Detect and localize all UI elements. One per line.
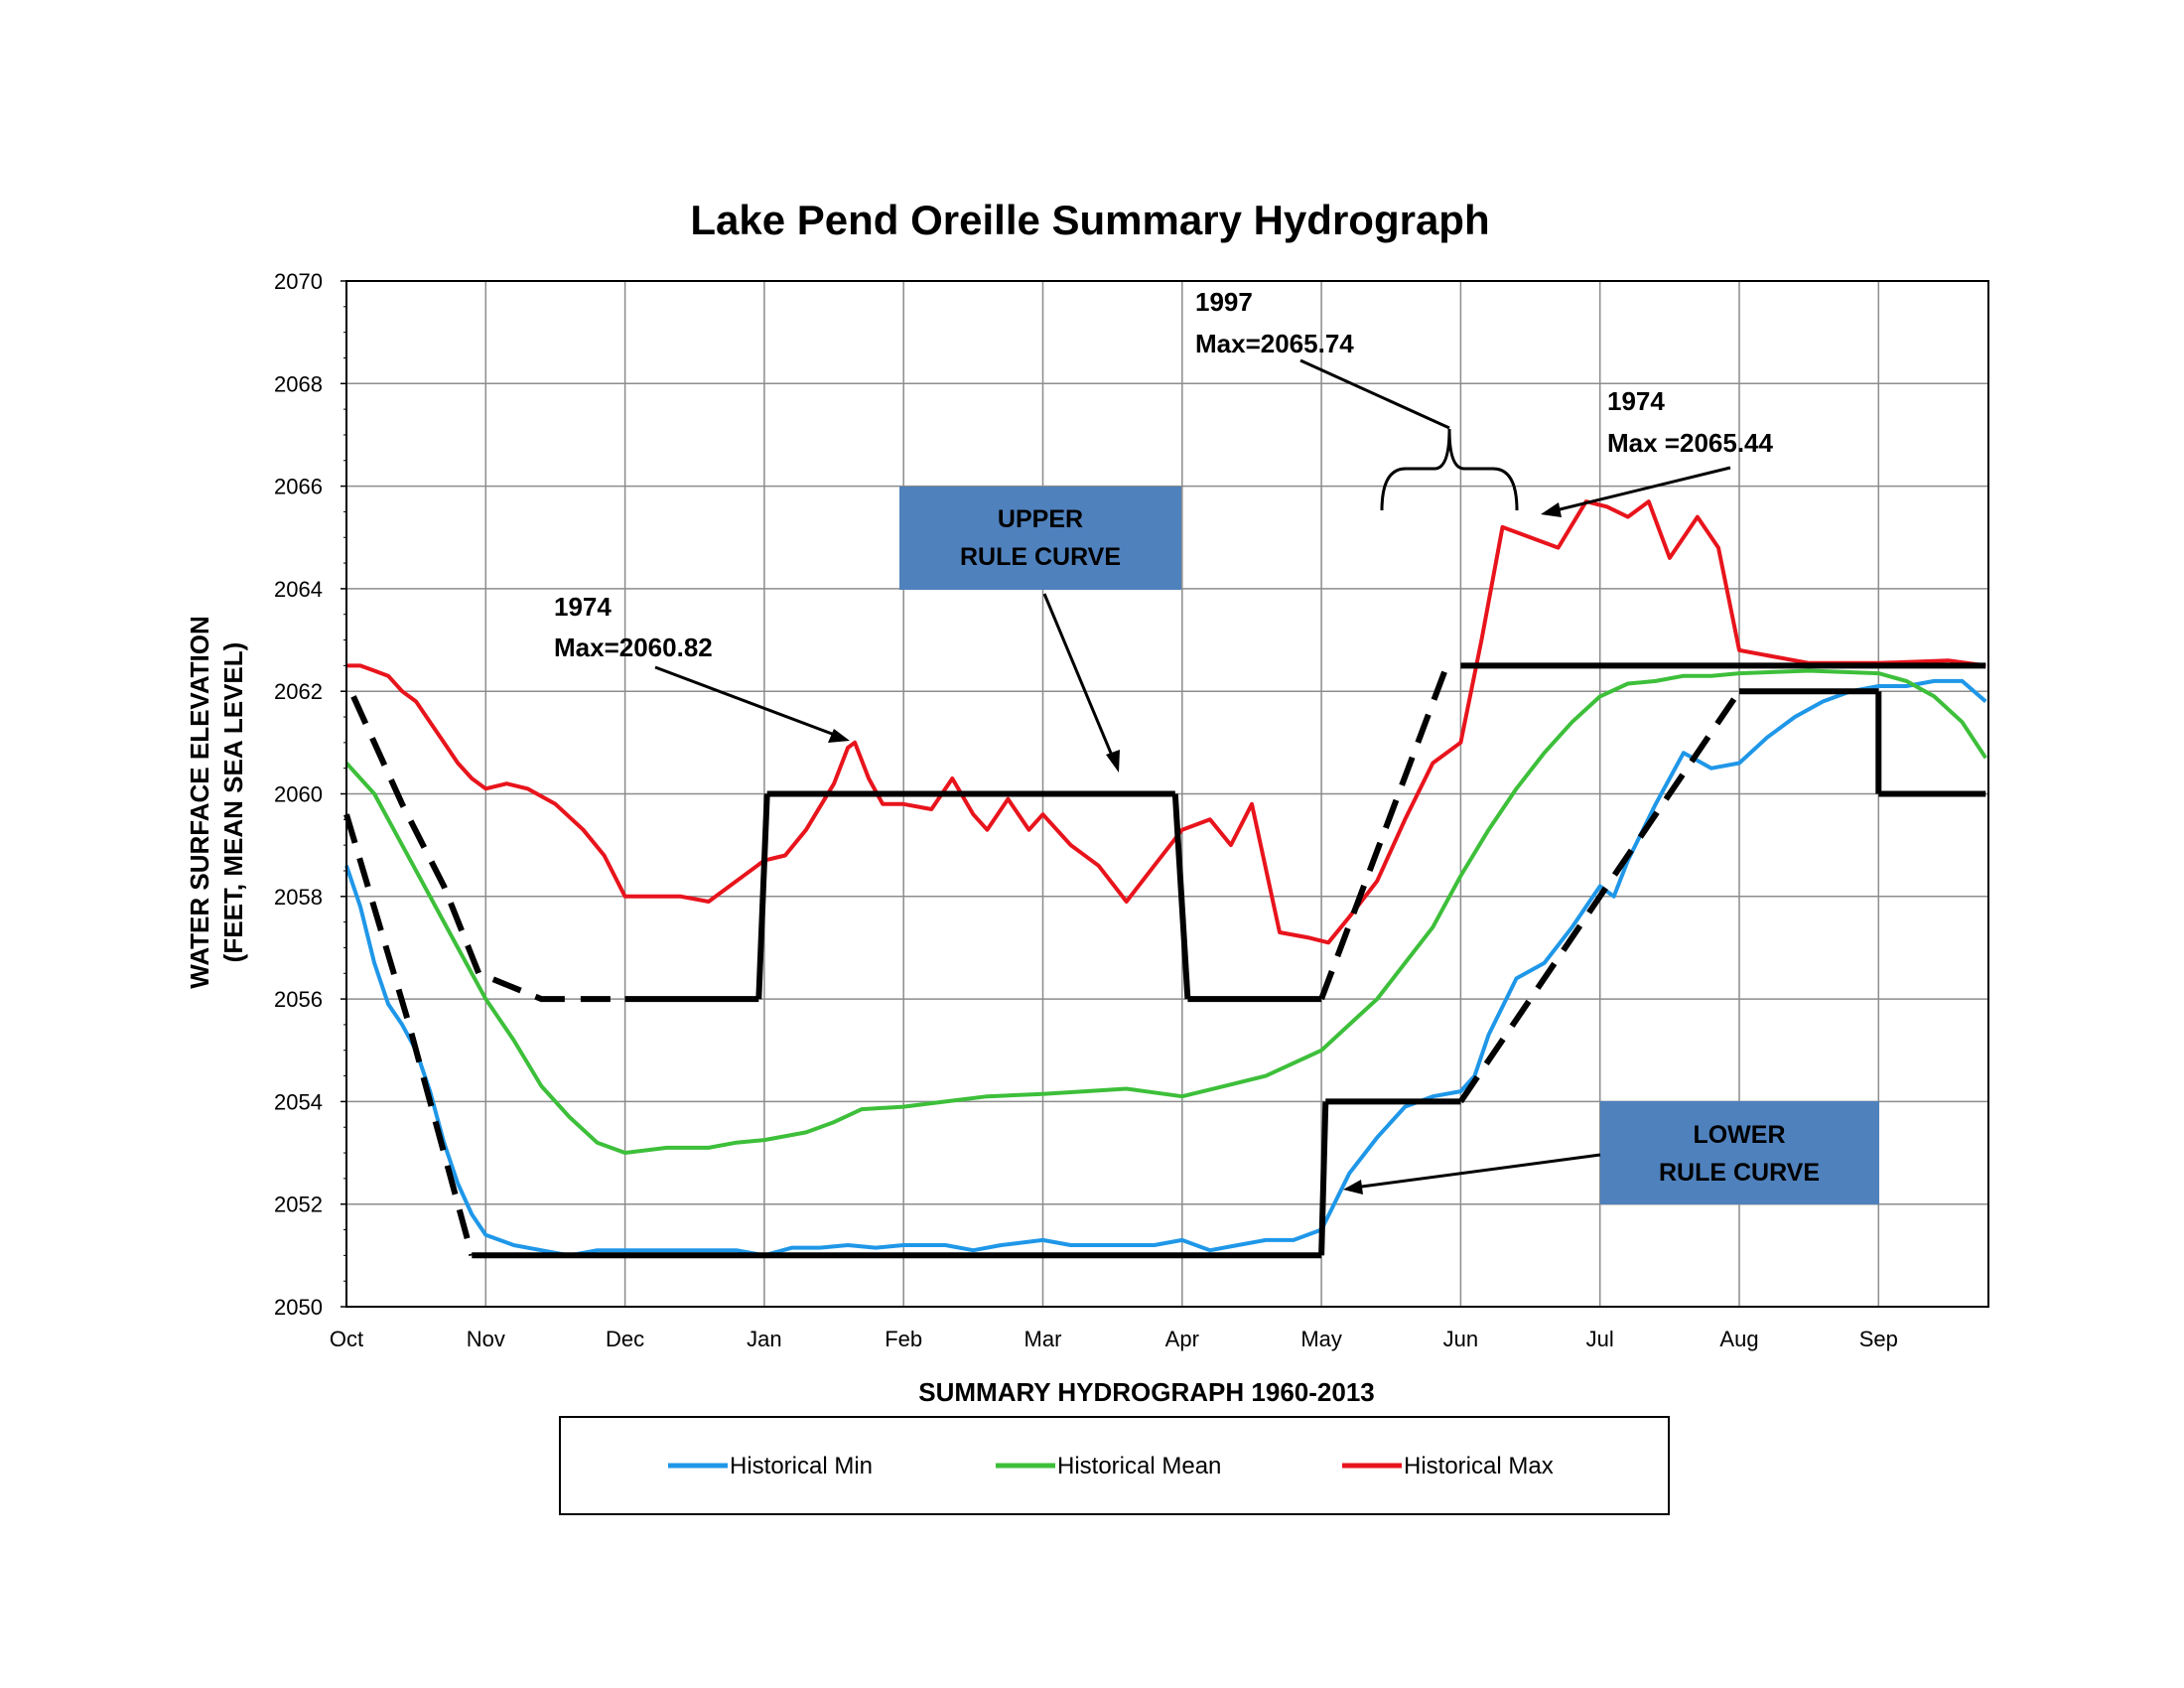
x-tick-label: Aug — [1719, 1327, 1758, 1351]
x-axis-ticks: Oct Nov Dec Jan Feb Mar Apr May Jun Jul Aug Sep — [330, 1327, 1898, 1351]
arrow-1974-winter — [654, 665, 841, 739]
legend-label-min: Historical Min — [730, 1453, 873, 1479]
legend-label-mean: Historical Mean — [1057, 1453, 1221, 1479]
x-tick-label: Jun — [1443, 1327, 1478, 1351]
y-tick-label: 2060 — [274, 782, 323, 807]
arrow-1974-spring — [1551, 466, 1731, 513]
series-line-max — [346, 499, 1986, 945]
arrow-head-1974-winter — [828, 729, 850, 743]
upper-rule-curve-solid — [1171, 793, 1191, 1000]
x-tick-label: Mar — [1024, 1327, 1062, 1351]
arrow-head-lower-rule-curve — [1343, 1180, 1363, 1195]
x-tick-label: Dec — [606, 1327, 644, 1351]
upper-rule-curve-label-line2: RULE CURVE — [960, 543, 1121, 571]
legend: Historical Min Historical Mean Historica… — [559, 1416, 1670, 1515]
upper-rule-curve-box — [899, 487, 1181, 590]
annotation-1974-spring-year: 1974 — [1607, 386, 1665, 416]
y-tick-label: 2062 — [274, 679, 323, 704]
y-tick-label: 2054 — [274, 1089, 323, 1114]
x-tick-label: Jul — [1586, 1327, 1614, 1351]
y-tick-label: 2064 — [274, 577, 323, 602]
legend-label-max: Historical Max — [1404, 1453, 1554, 1479]
x-tick-label: Nov — [467, 1327, 505, 1351]
x-tick-label: Feb — [885, 1327, 922, 1351]
annotation-1997-year: 1997 — [1195, 287, 1253, 317]
y-tick-label: 2070 — [274, 269, 323, 294]
y-tick-label: 2066 — [274, 475, 323, 499]
annotation-1974-winter-max: Max=2060.82 — [554, 633, 713, 662]
legend-box — [559, 1416, 1670, 1515]
x-tick-label: Sep — [1859, 1327, 1898, 1351]
x-tick-label: Apr — [1165, 1327, 1199, 1351]
annotation-1997-max: Max=2065.74 — [1195, 329, 1354, 358]
y-axis-title-line2: (FEET, MEAN SEA LEVEL) — [218, 642, 248, 963]
y-axis-title: WATER SURFACE ELEVATION (FEET, MEAN SEA … — [185, 616, 248, 989]
y-tick-label: 2050 — [274, 1295, 323, 1320]
x-axis-title: SUMMARY HYDROGRAPH 1960-2013 — [918, 1377, 1374, 1407]
annotation-arrows — [654, 358, 1731, 1195]
rule-curves — [343, 662, 1986, 1259]
lower-rule-curve-dashed — [343, 813, 476, 1257]
series-line-mean — [344, 668, 1987, 1155]
lower-rule-curve-solid — [1318, 1101, 1329, 1256]
annotation-1974-winter-year: 1974 — [554, 592, 612, 622]
plot-area-border — [345, 280, 1989, 1308]
y-axis-title-line1: WATER SURFACE ELEVATION — [185, 616, 214, 989]
arrow-head-upper-rule-curve — [1106, 750, 1120, 773]
y-tick-label: 2058 — [274, 885, 323, 910]
y-tick-label: 2052 — [274, 1193, 323, 1217]
annotation-1974-spring-max: Max =2065.44 — [1607, 428, 1774, 458]
x-tick-label: May — [1300, 1327, 1342, 1351]
upper-rule-curve-dashed — [1318, 664, 1450, 1001]
y-axis-ticks: 2050 2052 2054 2056 2058 2060 2062 2064 2066 2068… — [274, 269, 346, 1320]
leader-1997 — [1299, 358, 1450, 430]
lower-rule-curve-box — [1600, 1101, 1879, 1204]
y-tick-label: 2056 — [274, 987, 323, 1012]
lower-rule-curve-label-line1: LOWER — [1693, 1121, 1785, 1149]
arrow-lower-rule-curve — [1353, 1153, 1601, 1190]
upper-rule-curve-dashed — [350, 695, 618, 1003]
upper-rule-curve-solid — [755, 793, 770, 1000]
lower-rule-curve-dashed — [1457, 689, 1742, 1104]
arrow-upper-rule-curve — [1042, 593, 1117, 764]
chart-title: Lake Pend Oreille Summary Hydrograph — [690, 197, 1489, 243]
arrow-head-1974-spring — [1541, 502, 1562, 517]
x-tick-label: Jan — [747, 1327, 781, 1351]
x-tick-label: Oct — [330, 1327, 363, 1351]
upper-rule-curve-label-line1: UPPER — [998, 505, 1083, 533]
lower-rule-curve-label-line2: RULE CURVE — [1659, 1159, 1820, 1187]
brace-1997 — [1380, 428, 1519, 511]
y-tick-label: 2068 — [274, 371, 323, 396]
